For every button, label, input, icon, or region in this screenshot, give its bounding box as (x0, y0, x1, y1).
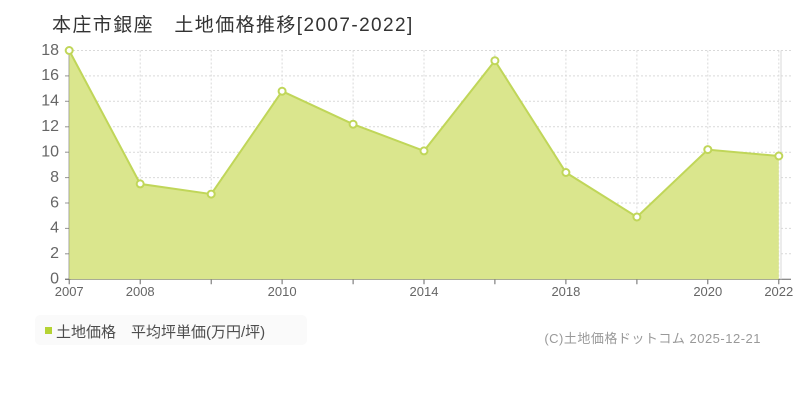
svg-text:12: 12 (41, 118, 59, 135)
svg-text:10: 10 (41, 144, 59, 161)
svg-text:18: 18 (41, 42, 59, 59)
svg-text:2022: 2022 (764, 284, 793, 299)
svg-text:14: 14 (41, 93, 59, 110)
svg-text:2: 2 (50, 245, 59, 262)
svg-text:16: 16 (41, 67, 59, 84)
svg-text:2010: 2010 (268, 284, 297, 299)
svg-text:2014: 2014 (410, 284, 439, 299)
svg-text:2007: 2007 (55, 284, 84, 299)
svg-text:2020: 2020 (693, 284, 722, 299)
svg-text:2008: 2008 (126, 284, 155, 299)
svg-text:8: 8 (50, 169, 59, 186)
svg-text:4: 4 (50, 220, 59, 237)
svg-text:6: 6 (50, 194, 59, 211)
svg-text:2018: 2018 (551, 284, 580, 299)
